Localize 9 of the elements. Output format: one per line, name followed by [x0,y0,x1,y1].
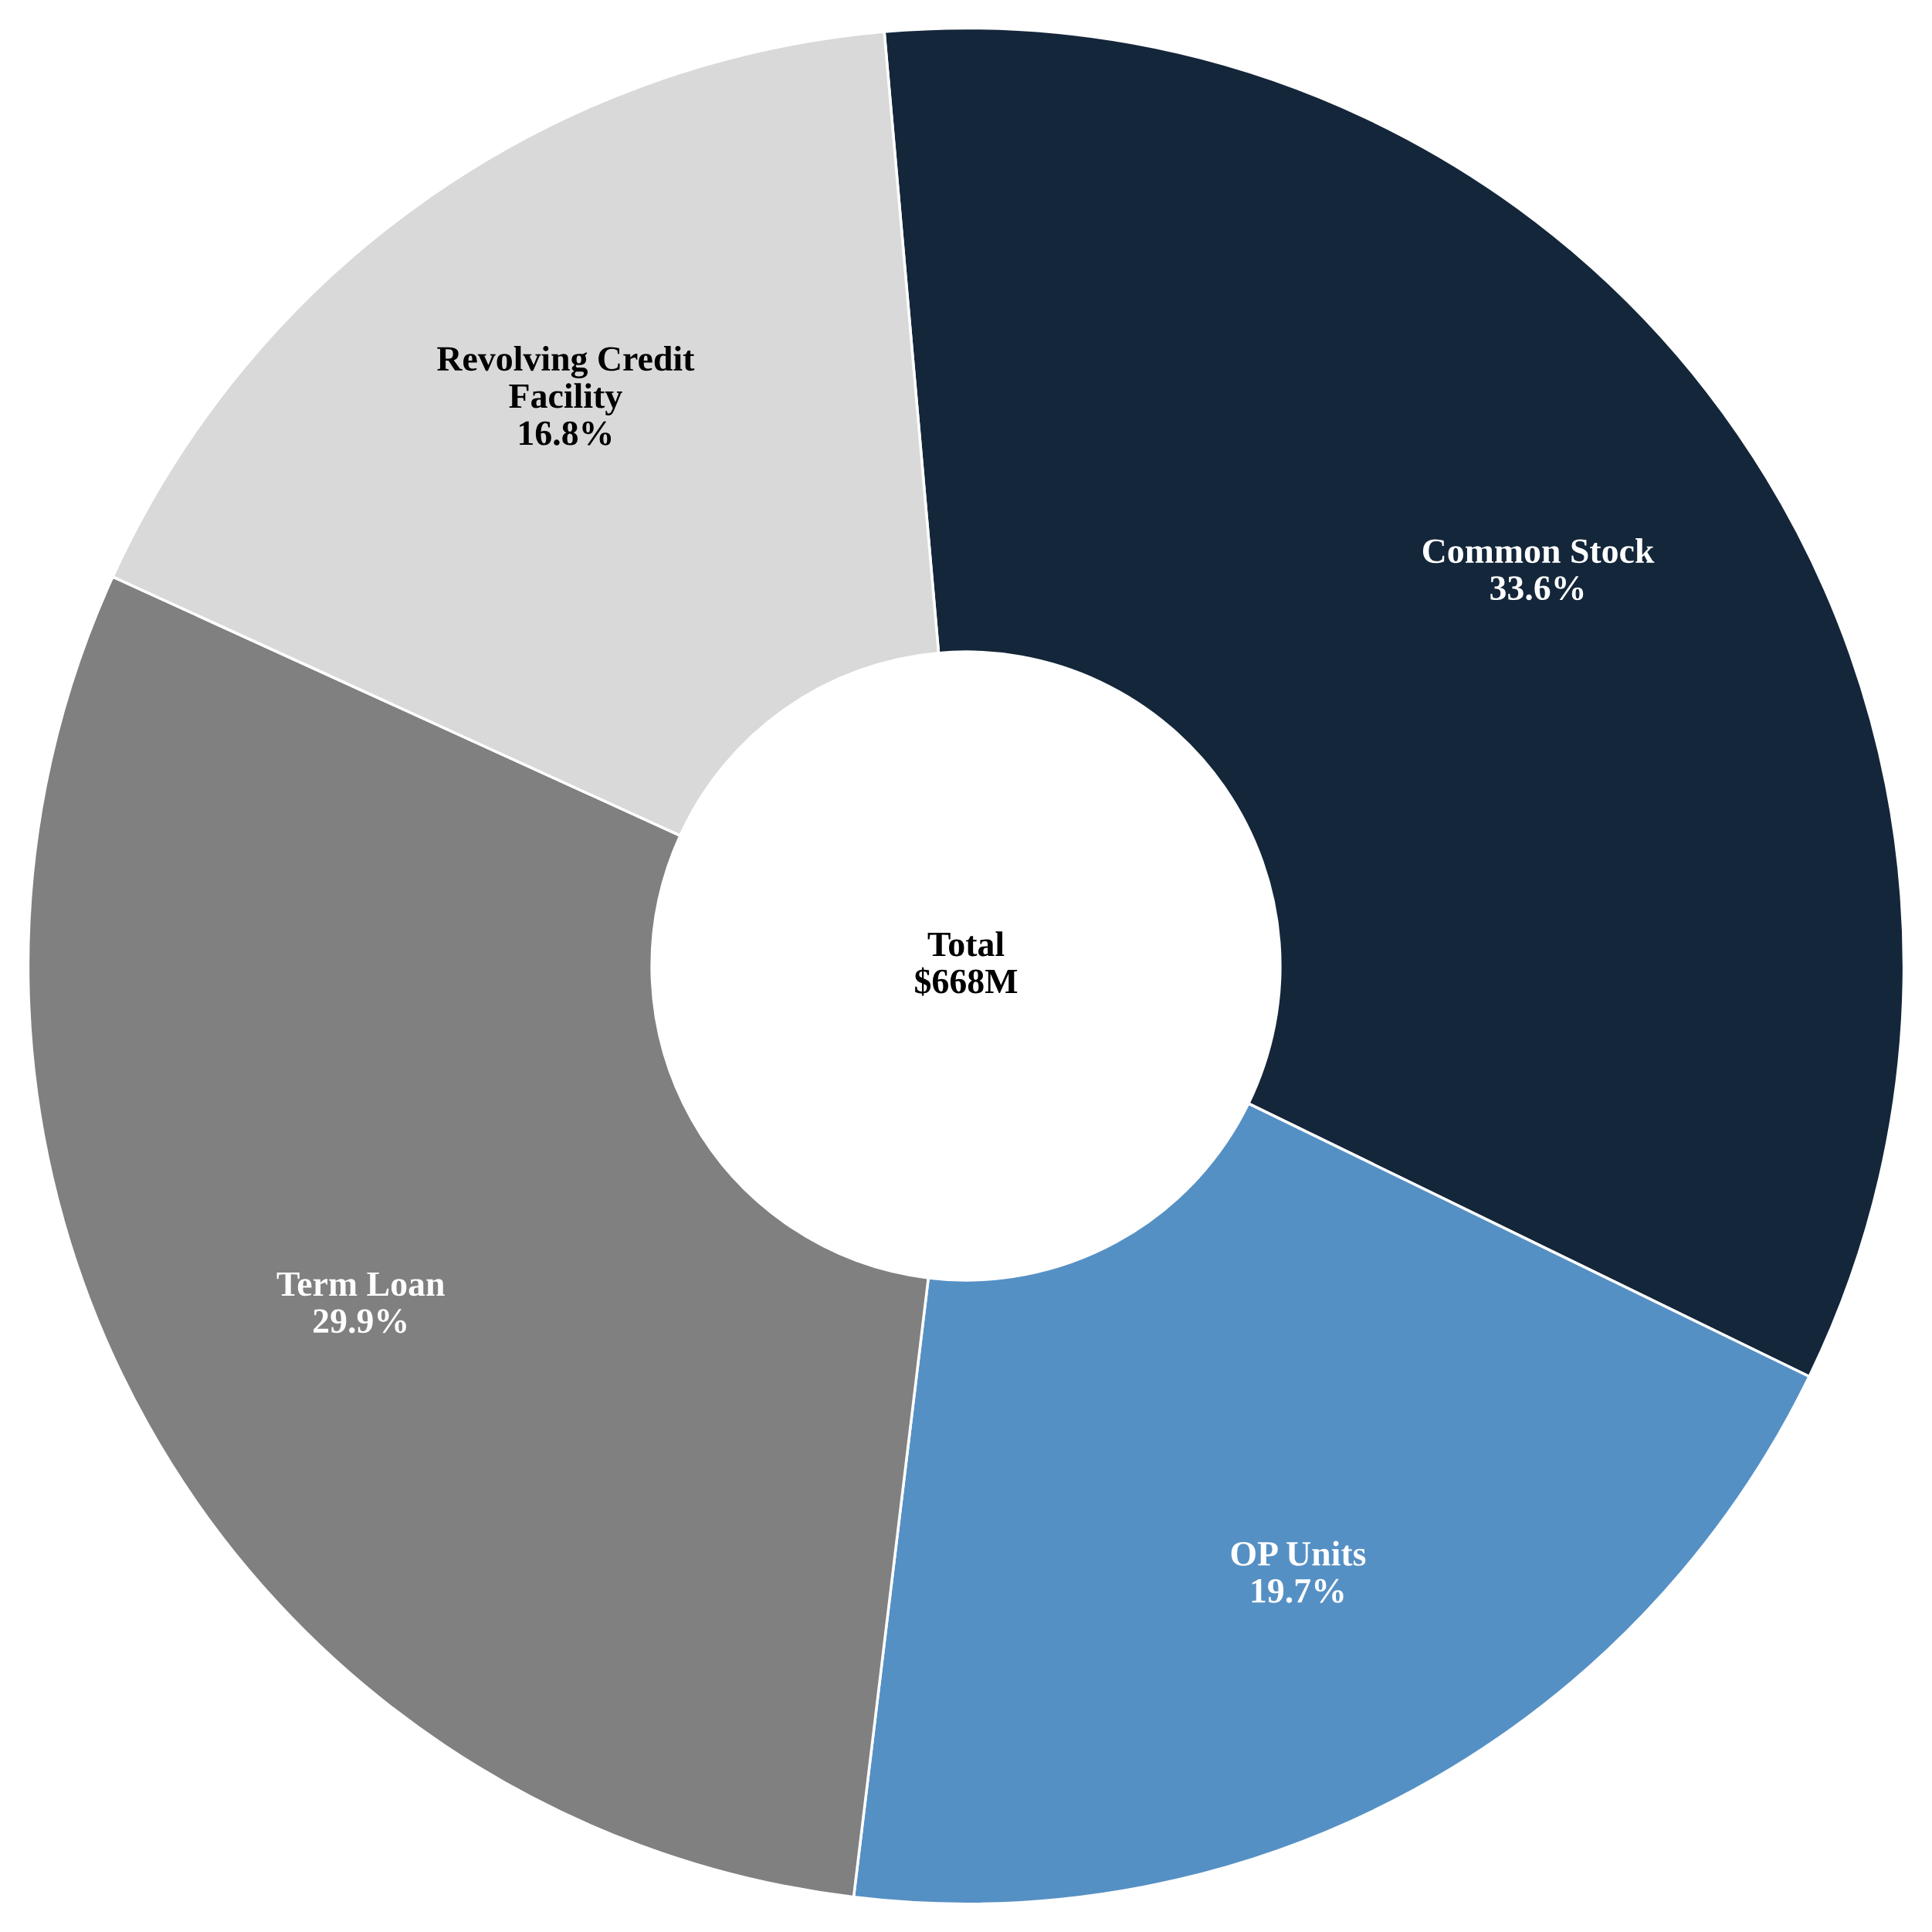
slice-label: Term Loan [276,1272,445,1296]
data-label: 29.9% [314,1309,406,1334]
slice-label: Revolving Credit Facility [437,345,695,415]
slice-label: OP Units [1231,1541,1366,1566]
slice-label: Common Stock [1422,537,1655,564]
data-label: 16.8% [520,421,612,446]
text: Total $668M [915,931,1018,996]
data-label: 33.6% [1490,576,1584,601]
data-label: 19.7% [1252,1578,1344,1603]
